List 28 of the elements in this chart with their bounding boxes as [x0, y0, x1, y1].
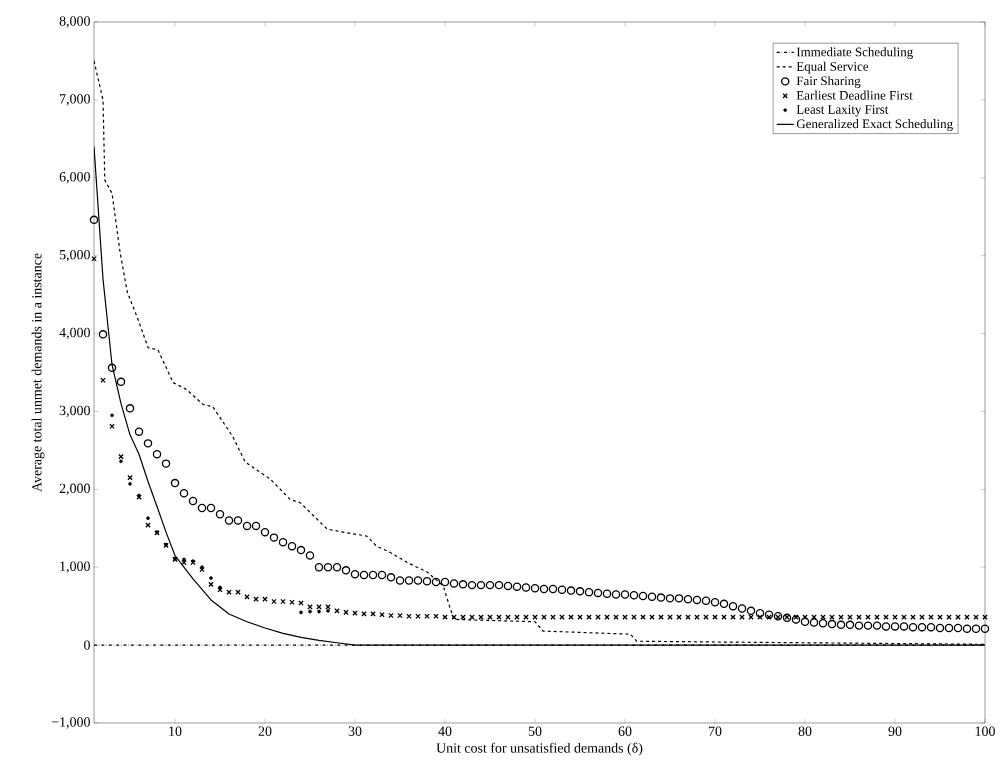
x-axis-title: Unit cost for unsatisfied demands (δ) [436, 742, 643, 756]
x-tick-label: 20 [258, 726, 272, 736]
x-tick-label: 70 [708, 726, 722, 736]
y-tick-label: 0 [84, 640, 90, 650]
legend-label: Immediate Scheduling [796, 47, 913, 59]
x-tick-label: 100 [975, 726, 995, 736]
legend-label: Equal Service [796, 61, 869, 74]
legend-label: Fair Sharing [796, 76, 861, 88]
x-tick-label: 80 [798, 726, 812, 736]
y-tick-label: 2,000 [59, 483, 90, 496]
x-tick-label: 50 [528, 726, 542, 736]
x-tick-label: 90 [888, 726, 902, 736]
x-tick-label: 30 [348, 726, 362, 736]
y-tick-label: 1,000 [60, 561, 90, 573]
x-tick-label: 60 [618, 726, 632, 736]
x-tick-label: 40 [438, 726, 452, 736]
y-tick-label: 4,000 [59, 327, 90, 340]
y-tick-label: 3,000 [59, 405, 90, 418]
legend-label: Earliest Deadline First [796, 90, 913, 100]
x-tick-label: 10 [169, 726, 182, 736]
legend-label: Least Laxity First [796, 105, 889, 117]
y-tick-label: 5,000 [59, 249, 90, 262]
y-tick-label: 8,000 [59, 16, 90, 28]
y-axis-title: Average total unmet demands in a instance [31, 253, 45, 492]
y-tick-label: −1,000 [51, 717, 90, 729]
legend-label: Generalized Exact Scheduling [796, 119, 953, 131]
y-tick-label: 7,000 [60, 94, 90, 106]
y-tick-label: 6,000 [59, 172, 90, 184]
